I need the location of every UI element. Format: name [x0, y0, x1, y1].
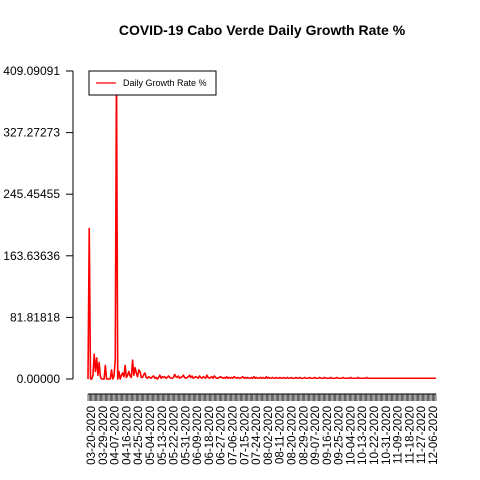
y-tick-label: 245.45455 [3, 187, 60, 201]
x-tick-label: 11-18-2020 [404, 406, 416, 464]
x-tick-label: 10-13-2020 [357, 406, 369, 465]
x-tick-label: 08-29-2020 [298, 406, 310, 465]
x-tick-label: 03-20-2020 [86, 406, 98, 465]
x-tick-label: 04-07-2020 [110, 406, 122, 465]
x-tick-label: 06-18-2020 [204, 406, 216, 465]
x-tick-label: 05-31-2020 [180, 406, 192, 465]
x-tick-label: 10-22-2020 [369, 406, 381, 465]
x-tick-label: 11-09-2020 [393, 406, 405, 464]
x-tick-label: 05-22-2020 [169, 406, 181, 465]
y-axis: 0.00000 81.81818 163.63636 245.45455 327.272… [3, 64, 74, 386]
x-tick-label: 08-02-2020 [263, 406, 275, 465]
x-tick-label: 11-27-2020 [416, 406, 428, 464]
x-tick-label: 12-06-2020 [428, 406, 440, 465]
x-tick-label: 09-16-2020 [322, 406, 334, 465]
y-tick-label: 0.00000 [17, 372, 61, 386]
x-tick-label: 08-11-2020 [275, 406, 287, 464]
plot-area [87, 70, 436, 380]
x-tick-label: 05-13-2020 [157, 406, 169, 465]
x-tick-label: 04-16-2020 [121, 406, 133, 465]
x-tick-label: 04-25-2020 [133, 406, 145, 465]
x-tick-label: 06-09-2020 [192, 406, 204, 465]
x-tick-label: 10-04-2020 [345, 406, 357, 465]
chart-title: COVID-19 Cabo Verde Daily Growth Rate % [119, 22, 406, 38]
x-tick-label: 10-31-2020 [381, 406, 393, 465]
x-tick-label: 05-04-2020 [145, 406, 157, 465]
x-axis: 03-20-2020 03-29-2020 04-07-2020 04-16-2020… [86, 393, 440, 465]
legend: Daily Growth Rate % [88, 70, 217, 96]
x-tick-label: 07-06-2020 [228, 406, 240, 465]
y-tick-label: 327.27273 [3, 126, 60, 140]
x-tick-label: 03-29-2020 [98, 406, 110, 465]
legend-label: Daily Growth Rate % [123, 78, 207, 88]
y-tick-label: 163.63636 [3, 249, 60, 263]
x-tick-label: 07-15-2020 [239, 406, 251, 465]
x-tick-label: 08-20-2020 [286, 406, 298, 465]
y-tick-label: 81.81818 [10, 310, 60, 324]
y-tick-label: 409.09091 [3, 64, 60, 78]
x-tick-label: 06-27-2020 [216, 406, 228, 465]
series-line-daily-growth-rate [87, 70, 436, 380]
x-tick-label: 07-24-2020 [251, 406, 263, 465]
x-tick-label: 09-25-2020 [334, 406, 346, 465]
x-tick-label: 09-07-2020 [310, 406, 322, 465]
